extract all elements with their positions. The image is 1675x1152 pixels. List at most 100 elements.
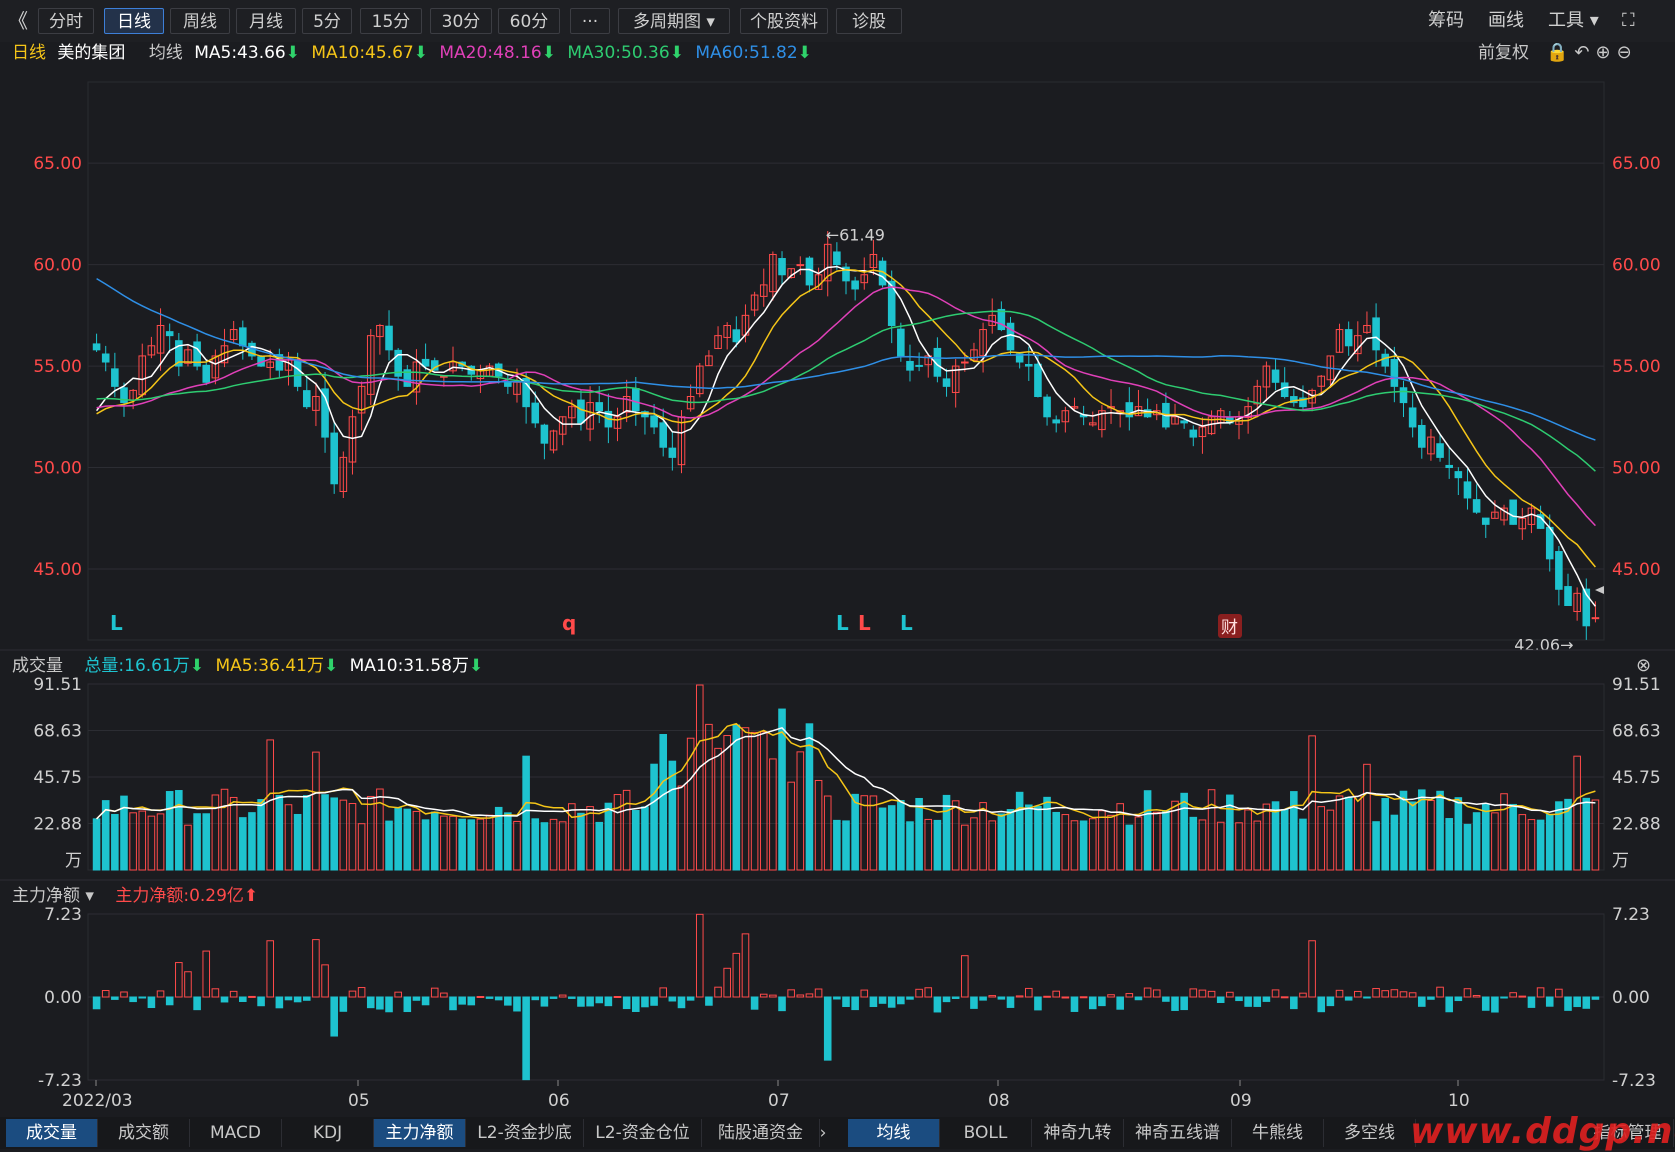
- indicator-tab-6[interactable]: 指标管理: [1582, 1119, 1674, 1147]
- down-arrow-icon: ⬇: [541, 43, 556, 63]
- flow-bar: [1034, 996, 1042, 1011]
- zoom-out-icon[interactable]: ⊖: [1616, 42, 1632, 63]
- flow-indicator-dropdown[interactable]: 主力净额 ▾: [12, 886, 94, 906]
- x-tick-label: 06: [548, 1091, 570, 1111]
- candle-body: [860, 274, 869, 284]
- candle-body: [1262, 365, 1271, 388]
- tab-15min[interactable]: 15分: [360, 8, 422, 34]
- adjust-mode[interactable]: 前复权: [1478, 43, 1529, 63]
- close-icon[interactable]: ⊗: [1636, 655, 1652, 676]
- fullscreen-icon[interactable]: ⛶: [1622, 10, 1635, 31]
- more-icon[interactable]: ···: [570, 8, 610, 34]
- tab-weekly[interactable]: 周线: [170, 8, 230, 34]
- volume-label[interactable]: 成交量: [12, 656, 63, 676]
- flow-bar: [248, 995, 256, 998]
- volume-bar: [504, 812, 512, 871]
- tab-diagnose[interactable]: 诊股: [836, 8, 902, 34]
- bottom-tab-1[interactable]: 成交额: [98, 1119, 190, 1147]
- indicator-tab-1[interactable]: BOLL: [940, 1119, 1032, 1147]
- volume-bar: [531, 818, 540, 871]
- flow-bar: [695, 913, 704, 998]
- flow-bar: [1445, 996, 1453, 1013]
- volume-bar: [1143, 790, 1152, 871]
- bottom-tab-5[interactable]: L2-资金抄底: [466, 1119, 584, 1147]
- bottom-tab-0[interactable]: 成交量: [6, 1119, 98, 1147]
- volume-info-bar: 成交量 总量:16.61万⬇ MA5:36.41万⬇ MA10:31.58万⬇: [12, 653, 489, 679]
- bottom-tab-2[interactable]: MACD: [190, 1119, 282, 1147]
- candle-body: [385, 325, 393, 351]
- indicator-tab-0[interactable]: 均线: [848, 1119, 940, 1147]
- collapse-icon[interactable]: 《: [8, 9, 28, 33]
- candle-body: [979, 329, 987, 357]
- draw-line-button[interactable]: 画线: [1488, 10, 1524, 31]
- tools-dropdown[interactable]: 工具 ▾: [1548, 10, 1599, 31]
- undo-icon[interactable]: ↶: [1574, 42, 1590, 63]
- candle-body: [750, 294, 759, 311]
- volume-bar: [1198, 819, 1207, 871]
- flow-bar: [1481, 996, 1490, 1011]
- low-annotation: 42.06→: [1514, 636, 1573, 655]
- bottom-tab-4[interactable]: 主力净额: [374, 1119, 466, 1147]
- volume-bar: [1262, 803, 1271, 871]
- stock-chart[interactable]: 65.00 65.00 60.00 60.00 55.00 55.00 50.00 50.00…: [0, 0, 1675, 1117]
- volume-bar: [1152, 811, 1161, 871]
- volume-bar: [558, 821, 567, 871]
- flow-bar: [385, 996, 393, 1013]
- volume-total: 总量:16.61万⬇: [84, 656, 205, 676]
- volume-bar: [1162, 810, 1170, 871]
- tab-daily[interactable]: 日线: [104, 8, 164, 34]
- tab-minute[interactable]: 分时: [38, 8, 94, 34]
- flow-bar: [650, 996, 658, 1006]
- x-tick-label: 08: [988, 1091, 1010, 1111]
- bottom-tab-6[interactable]: L2-资金仓位: [584, 1119, 702, 1147]
- flow-bar: [293, 996, 302, 1003]
- zoom-in-icon[interactable]: ⊕: [1595, 42, 1611, 63]
- indicator-tab-4[interactable]: 牛熊线: [1232, 1119, 1324, 1147]
- chevron-right-icon[interactable]: ›: [819, 1123, 827, 1143]
- flow-bar: [842, 996, 850, 1008]
- volume-bar: [942, 794, 951, 871]
- chips-button[interactable]: 筹码: [1428, 10, 1464, 31]
- tab-30min[interactable]: 30分: [430, 8, 492, 34]
- tab-60min[interactable]: 60分: [498, 8, 560, 34]
- tab-5min[interactable]: 5分: [302, 8, 352, 34]
- candle-body: [1500, 507, 1508, 521]
- ma-label[interactable]: 均线: [148, 43, 183, 63]
- candle-body: [1043, 396, 1051, 418]
- volume-bar: [842, 820, 850, 871]
- candle-body: [823, 243, 832, 282]
- signal-marker: L: [900, 611, 913, 635]
- candle-body: [586, 402, 594, 430]
- candle-body: [1427, 436, 1435, 455]
- bottom-tab-7[interactable]: 陆股通资金: [702, 1119, 820, 1147]
- indicator-tab-5[interactable]: 多空线: [1324, 1119, 1416, 1147]
- indicator-tab-3[interactable]: 神奇五线谱: [1124, 1119, 1232, 1147]
- flow-bar: [1436, 986, 1444, 998]
- volume-bar: [604, 802, 613, 871]
- flow-bar: [138, 996, 147, 999]
- bottom-tab-3[interactable]: KDJ: [282, 1119, 374, 1147]
- lock-icon[interactable]: 🔒: [1546, 42, 1569, 63]
- ma20-value: MA20:48.16⬇: [439, 43, 556, 63]
- tab-stock-profile[interactable]: 个股资料: [740, 8, 828, 34]
- ma10-line: [96, 268, 1596, 568]
- candle-body: [1180, 420, 1188, 424]
- volume-bar: [833, 819, 841, 871]
- multi-period-dropdown[interactable]: 多周期图 ▾: [618, 8, 730, 34]
- flow-bar: [1573, 996, 1581, 1008]
- candle-body: [339, 456, 348, 492]
- flow-bar: [778, 996, 786, 1012]
- candle-body: [239, 327, 247, 347]
- volume-bar: [1107, 814, 1115, 871]
- candle-body: [650, 415, 658, 428]
- flow-tick-left: 0.00: [44, 988, 82, 1008]
- candle-body: [622, 396, 631, 413]
- candle-body: [193, 341, 201, 367]
- flow-bar: [1107, 994, 1115, 998]
- indicator-tab-2[interactable]: 神奇九转: [1032, 1119, 1124, 1147]
- volume-bar: [421, 819, 430, 871]
- flow-bar: [942, 996, 951, 1003]
- volume-bar: [184, 824, 192, 871]
- tab-monthly[interactable]: 月线: [236, 8, 296, 34]
- volume-bar: [284, 804, 293, 871]
